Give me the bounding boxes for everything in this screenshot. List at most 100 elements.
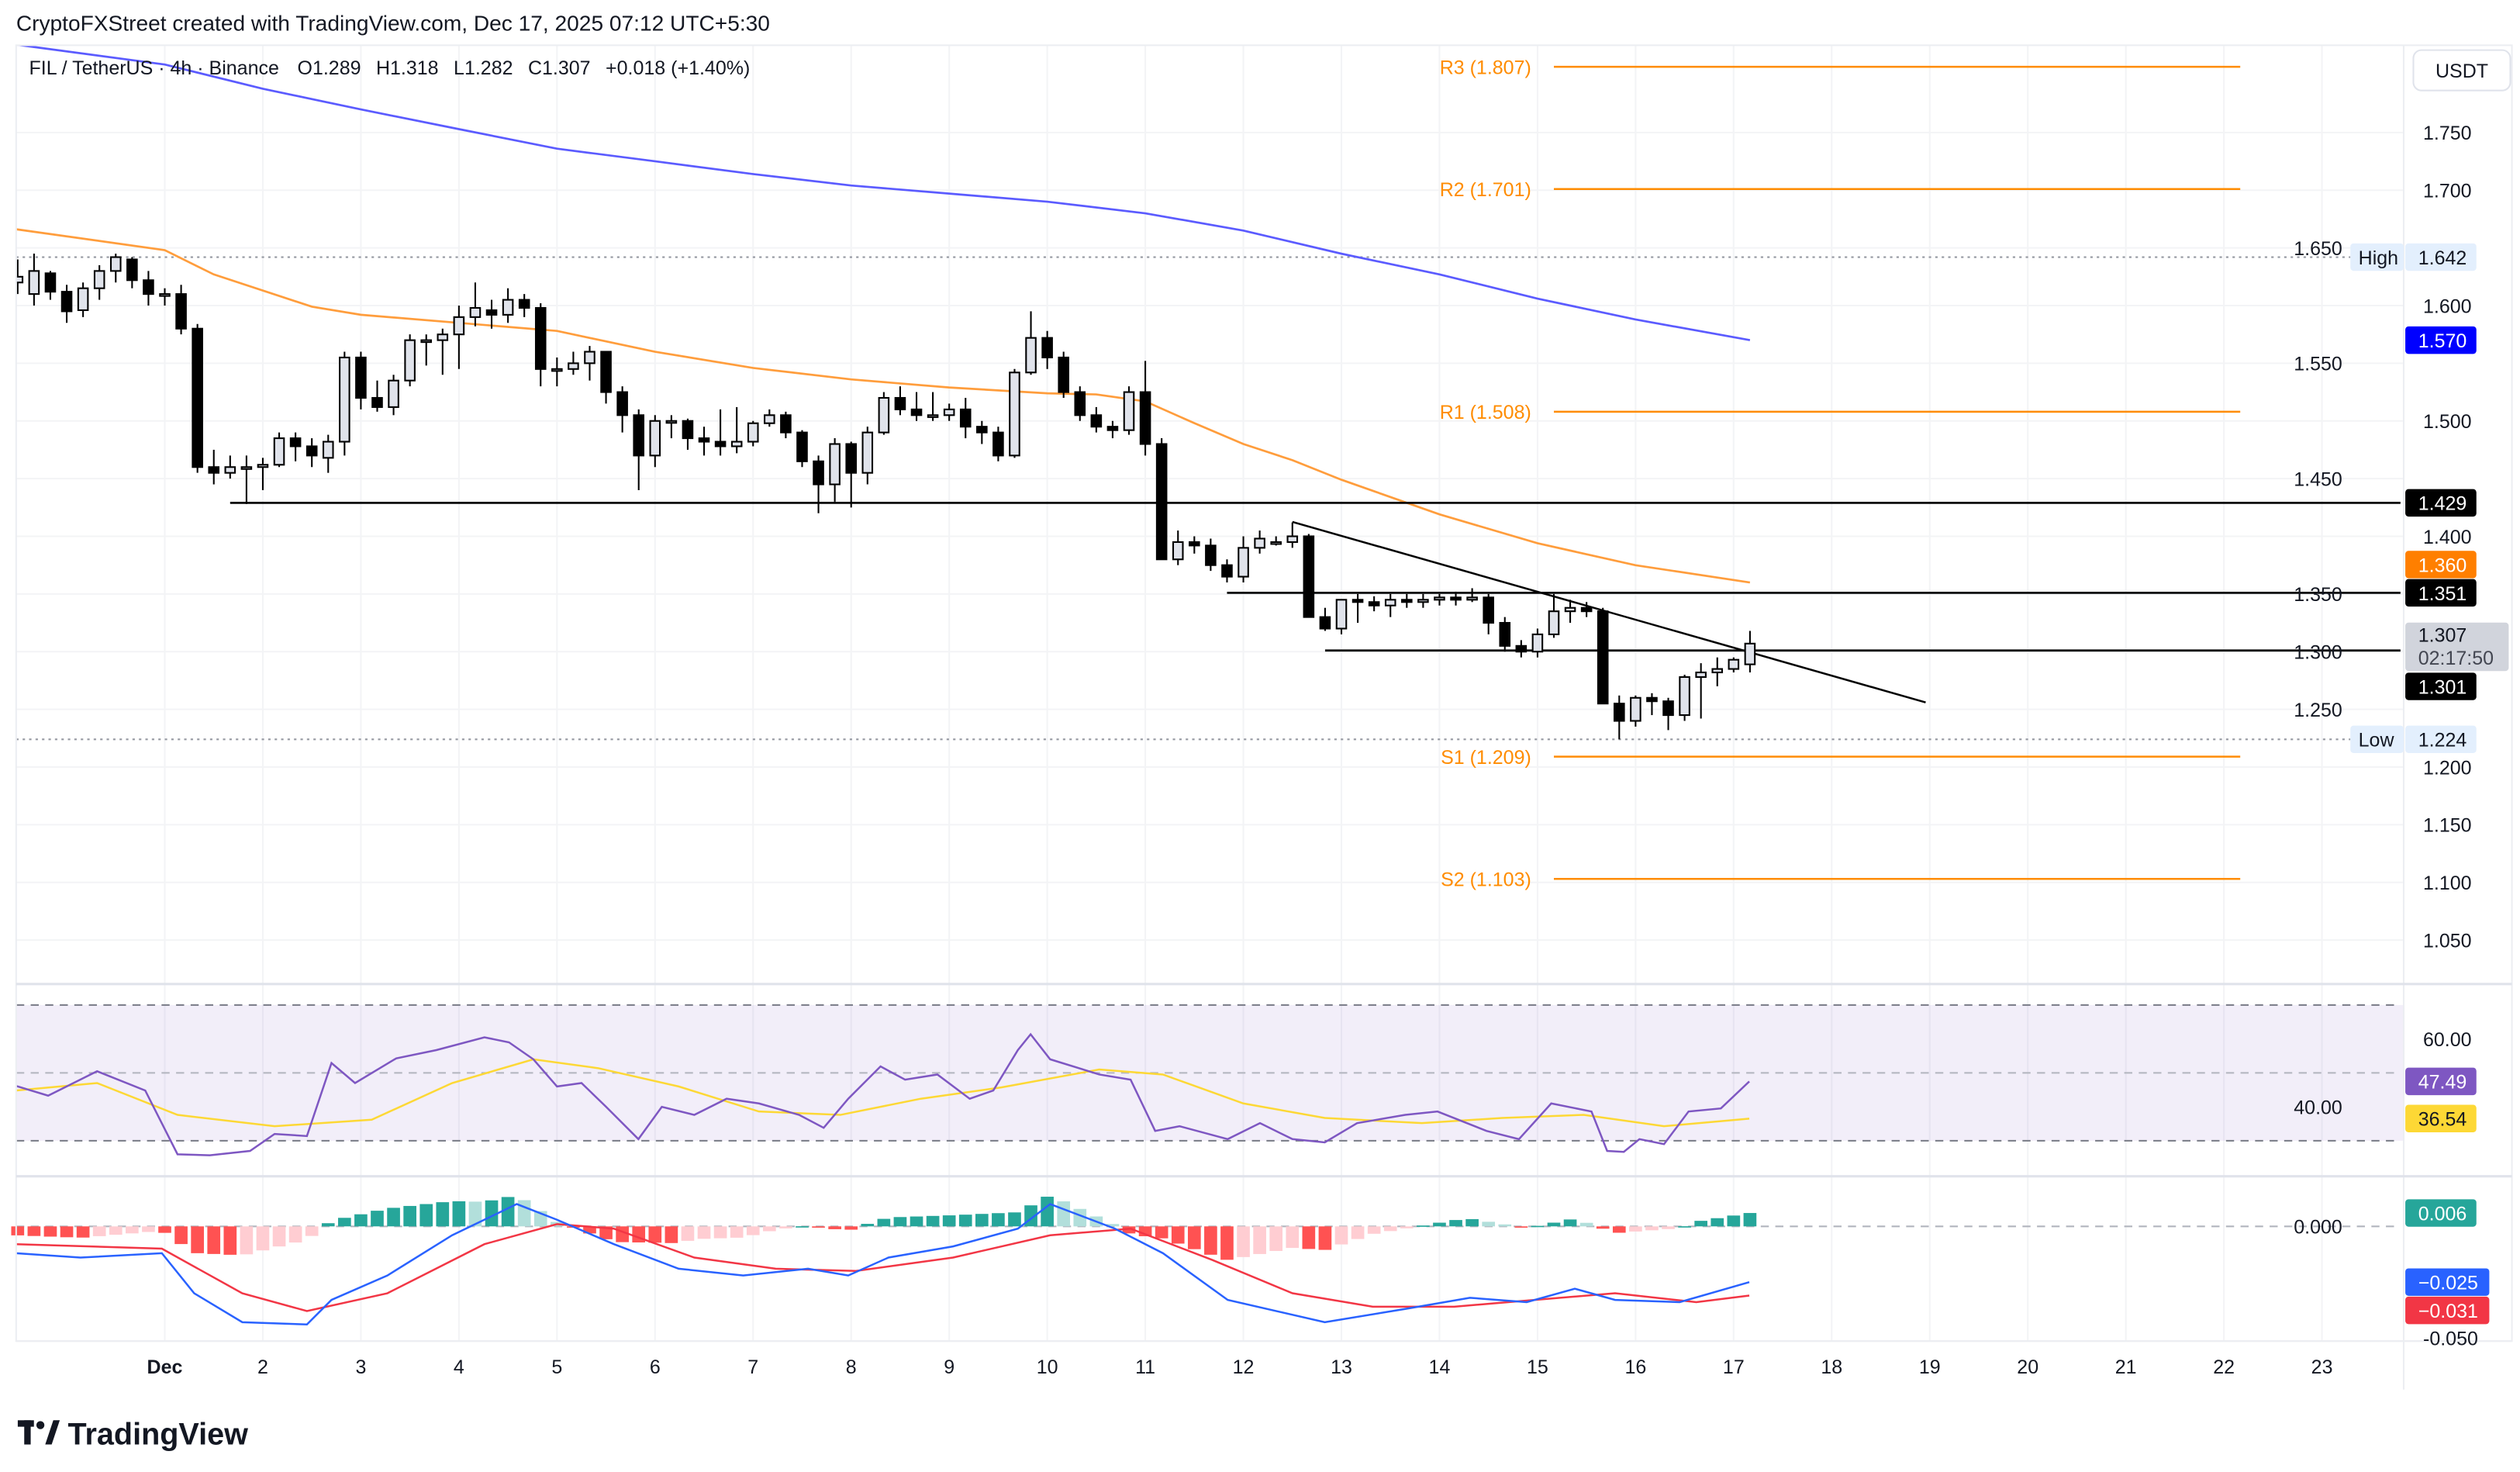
candle[interactable] (730, 406, 743, 454)
candle[interactable] (404, 334, 416, 387)
candle[interactable] (77, 282, 89, 317)
currency-button[interactable]: USDT (2412, 49, 2511, 92)
candle[interactable] (534, 303, 547, 387)
candle[interactable] (1597, 607, 1609, 705)
candle[interactable] (1728, 657, 1740, 673)
candle[interactable] (551, 357, 563, 387)
candle[interactable] (257, 458, 269, 490)
candle[interactable] (584, 346, 595, 381)
ma200-badge[interactable]: 1.570 (2405, 326, 2477, 354)
candle[interactable] (322, 434, 334, 473)
candle[interactable] (1499, 617, 1511, 652)
candle[interactable] (1384, 593, 1396, 617)
level-badge-1301[interactable]: 1.301 (2405, 672, 2477, 700)
candle[interactable] (159, 288, 171, 306)
candle[interactable] (780, 411, 792, 439)
candle[interactable] (1123, 386, 1135, 435)
candle[interactable] (192, 323, 203, 473)
candle[interactable] (714, 409, 727, 456)
candle[interactable] (1434, 593, 1445, 606)
candle[interactable] (1058, 351, 1069, 399)
macd-pane[interactable] (11, 1197, 2401, 1326)
candle[interactable] (1189, 536, 1200, 554)
candle[interactable] (910, 392, 923, 421)
candle[interactable] (1695, 663, 1707, 719)
candle[interactable] (1662, 697, 1674, 731)
candle[interactable] (1368, 596, 1380, 612)
candle[interactable] (1564, 600, 1576, 624)
candle[interactable] (1286, 522, 1299, 548)
candle[interactable] (273, 432, 285, 468)
candle[interactable] (208, 449, 220, 485)
candle[interactable] (518, 294, 530, 317)
candle[interactable] (420, 334, 433, 366)
candle[interactable] (306, 438, 318, 468)
candle[interactable] (894, 386, 906, 416)
candle[interactable] (698, 427, 710, 456)
candle[interactable] (682, 418, 694, 450)
candle[interactable] (1221, 559, 1233, 582)
candle[interactable] (1303, 534, 1315, 618)
candle[interactable] (813, 455, 824, 513)
candle[interactable] (1155, 438, 1168, 561)
candle[interactable] (616, 386, 628, 433)
candle[interactable] (126, 257, 138, 289)
candle[interactable] (1450, 591, 1462, 606)
candle[interactable] (633, 409, 645, 490)
symbol-legend[interactable]: FIL / TetherUS · 4h · Binance O1.289 H1.… (29, 57, 751, 79)
candle[interactable] (44, 271, 57, 300)
candle[interactable] (1531, 628, 1544, 658)
candle[interactable] (1139, 361, 1151, 456)
candle[interactable] (60, 285, 73, 323)
candle[interactable] (437, 328, 449, 375)
candle[interactable] (1205, 538, 1217, 572)
candle[interactable] (665, 415, 678, 439)
candle[interactable] (1466, 588, 1478, 603)
candle[interactable] (1711, 657, 1724, 686)
candle[interactable] (1090, 406, 1103, 433)
candle[interactable] (355, 351, 367, 409)
candle[interactable] (1417, 593, 1429, 608)
candle[interactable] (339, 351, 350, 456)
macd-histogram-badge[interactable]: 0.006 (2405, 1199, 2477, 1227)
candle[interactable] (240, 455, 253, 504)
candle[interactable] (289, 432, 302, 461)
candle[interactable] (175, 285, 187, 335)
candle[interactable] (927, 392, 939, 421)
candle[interactable] (829, 438, 841, 502)
candle[interactable] (453, 306, 465, 369)
candle[interactable] (28, 254, 40, 306)
candle[interactable] (224, 455, 236, 479)
candle[interactable] (845, 441, 858, 508)
candle[interactable] (600, 351, 612, 404)
candle[interactable] (943, 403, 955, 421)
rsi-pane[interactable] (15, 1004, 2404, 1156)
candle[interactable] (796, 430, 808, 468)
candle[interactable] (502, 288, 514, 323)
candle[interactable] (1106, 420, 1119, 439)
ma100-badge[interactable]: 1.360 (2405, 551, 2477, 579)
candle[interactable] (1614, 695, 1625, 740)
macd-signal-badge[interactable]: −0.031 (2405, 1296, 2490, 1325)
candle[interactable] (13, 259, 24, 295)
level-badge-1351[interactable]: 1.351 (2405, 579, 2477, 607)
descending-trendline[interactable] (1292, 520, 1926, 703)
candle[interactable] (1679, 674, 1690, 721)
candle[interactable] (1548, 593, 1560, 638)
candle[interactable] (861, 427, 874, 485)
candle[interactable] (1009, 368, 1020, 458)
level-badge-1429[interactable]: 1.429 (2405, 489, 2477, 517)
candle[interactable] (1401, 593, 1413, 608)
candle[interactable] (764, 409, 775, 427)
candle[interactable] (143, 271, 154, 306)
tradingview-logo[interactable]: TradingView (17, 1418, 248, 1452)
candle[interactable] (1270, 536, 1282, 546)
candle[interactable] (388, 375, 399, 416)
rsi-badge[interactable]: 47.49 (2405, 1067, 2477, 1096)
candle[interactable] (93, 264, 105, 300)
candle[interactable] (469, 282, 482, 327)
candle[interactable] (1254, 530, 1265, 554)
candle[interactable] (878, 392, 890, 435)
candle[interactable] (568, 351, 579, 375)
